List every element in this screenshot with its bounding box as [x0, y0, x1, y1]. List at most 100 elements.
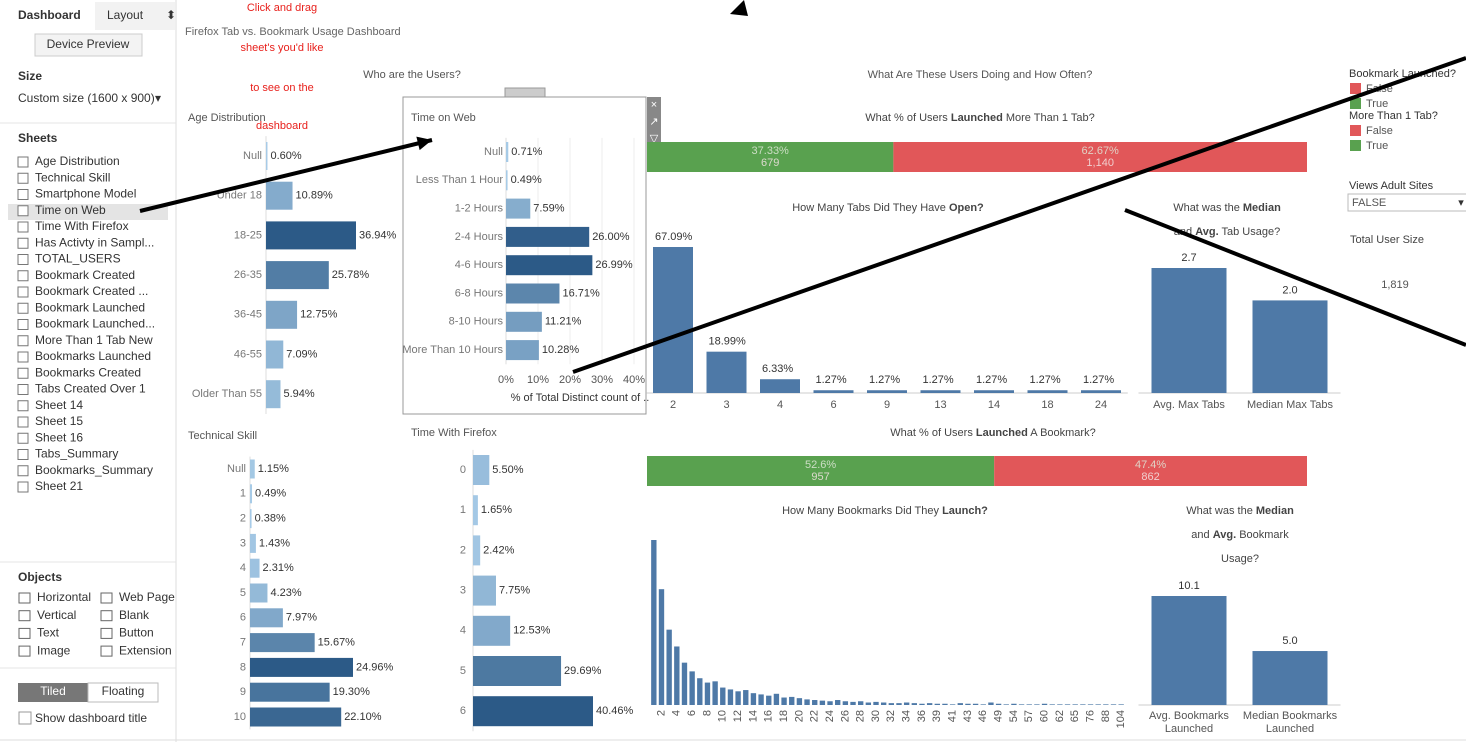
tab-arrows: ⬍: [166, 8, 176, 22]
object-item[interactable]: Blank: [119, 608, 150, 622]
sheet-item[interactable]: Bookmark Created: [35, 268, 135, 282]
sheet-item[interactable]: Bookmark Launched...: [35, 317, 155, 331]
panel-handle[interactable]: [504, 87, 546, 98]
category-label: 14: [988, 399, 1000, 411]
category-label: 2: [655, 710, 667, 716]
layout-tab[interactable]: Layout: [107, 8, 144, 22]
object-item[interactable]: Button: [119, 626, 154, 640]
object-icon: [18, 610, 31, 622]
sheet-item[interactable]: More Than 1 Tab New: [35, 333, 153, 347]
sheet-item[interactable]: Bookmarks_Summary: [35, 463, 153, 477]
value-label: 1.27%: [816, 374, 847, 386]
sheet-item[interactable]: Bookmark Launched: [35, 300, 145, 314]
checkbox[interactable]: [18, 711, 32, 725]
object-icon: [18, 645, 31, 657]
object-item[interactable]: Vertical: [37, 608, 76, 622]
filter-value[interactable]: FALSE: [1352, 197, 1386, 209]
sheet-item[interactable]: Tabs Created Over 1: [35, 382, 146, 396]
sheet-item[interactable]: Sheet 16: [35, 430, 83, 444]
bar: [250, 583, 268, 603]
dashboard-title: Firefox Tab vs. Bookmark Usage Dashboard: [185, 26, 401, 38]
object-item[interactable]: Web Page: [119, 590, 175, 604]
device-preview-button[interactable]: [34, 33, 143, 57]
category-label: 36: [916, 710, 928, 722]
bar: [506, 311, 542, 332]
size-value[interactable]: Custom size (1600 x 900): [18, 91, 155, 105]
value-label: 11.21%: [545, 316, 582, 328]
heading-run: and: [1191, 529, 1212, 541]
sheet-item[interactable]: Sheet 21: [35, 479, 83, 493]
object-item[interactable]: Image: [37, 643, 71, 657]
value-label: 26.00%: [592, 231, 630, 243]
category-label: 1: [240, 488, 246, 500]
dashboard-tab[interactable]: Dashboard: [18, 8, 81, 22]
category-label: 9: [884, 399, 890, 411]
bar: [920, 390, 961, 393]
x-tick-label: 30%: [591, 374, 613, 386]
sheet-item[interactable]: Sheet 14: [35, 398, 83, 412]
category-label: 76: [1084, 710, 1096, 722]
panel-popout-icon[interactable]: ↗: [649, 116, 658, 128]
bar: [758, 694, 764, 705]
bar: [835, 700, 841, 705]
object-item[interactable]: Extension: [119, 643, 172, 657]
value-label: 5.0: [1282, 635, 1297, 647]
category-label: 41: [947, 710, 959, 722]
floating-label[interactable]: Floating: [102, 684, 145, 698]
filter-dropdown[interactable]: [1347, 193, 1466, 212]
sheet-icon: [17, 367, 29, 379]
tiled-label[interactable]: Tiled: [40, 684, 66, 698]
sheet-item[interactable]: Age Distribution: [35, 154, 120, 168]
bar: [697, 678, 703, 705]
heading-run: Launch?: [942, 505, 988, 517]
object-item[interactable]: Text: [37, 626, 60, 640]
sheet-item[interactable]: Technical Skill: [35, 170, 110, 184]
chart-heading: What % of Users Launched A Bookmark?: [890, 427, 1095, 439]
layout-tab-bg[interactable]: [95, 2, 175, 30]
heading-run: A Bookmark?: [1028, 427, 1096, 439]
legend-title: More Than 1 Tab?: [1349, 110, 1438, 122]
sheet-item[interactable]: Tabs_Summary: [35, 447, 118, 461]
sheet-item[interactable]: Bookmarks Launched: [35, 349, 151, 363]
bar: [651, 540, 657, 705]
bar: [1103, 704, 1109, 705]
category-label: 6-8 Hours: [455, 287, 504, 299]
legend-swatch: [1350, 125, 1361, 136]
sheet-item[interactable]: Time With Firefox: [35, 219, 129, 233]
sheet-icon: [17, 237, 29, 249]
selected-sheet-bg: [8, 204, 168, 220]
category-label: 20: [793, 710, 805, 722]
bar: [858, 701, 864, 705]
category-label: Avg. Max Tabs: [1153, 399, 1225, 411]
bar: [250, 484, 253, 504]
bar: [250, 533, 256, 553]
sheet-item[interactable]: TOTAL_USERS: [35, 252, 121, 266]
heading-run: Median: [1243, 202, 1281, 214]
category-label: 8-10 Hours: [449, 316, 504, 328]
sheet-item[interactable]: Bookmarks Created: [35, 365, 141, 379]
bar: [888, 703, 895, 705]
sheet-item[interactable]: Sheet 15: [35, 414, 83, 428]
bar: [1026, 704, 1032, 705]
tiled-button[interactable]: [18, 683, 88, 702]
sheet-item[interactable]: Smartphone Model: [35, 187, 136, 201]
value-label: 10.1: [1178, 580, 1199, 592]
floating-button[interactable]: [87, 682, 159, 703]
value-label: 36.94%: [359, 229, 397, 241]
bar: [1064, 704, 1071, 705]
category-label: 36-45: [234, 309, 262, 321]
category-label: 57: [1023, 710, 1035, 722]
bar: [506, 283, 560, 304]
object-item[interactable]: Horizontal: [37, 590, 91, 604]
stacked-segment: [647, 456, 995, 486]
sheet-item[interactable]: Time on Web: [35, 203, 106, 217]
sheet-item[interactable]: Bookmark Created ...: [35, 284, 148, 298]
bar: [750, 693, 757, 705]
panel-filter-icon[interactable]: ▽: [650, 133, 659, 145]
annotation-text: to see on the: [250, 82, 314, 94]
value-label: 2.42%: [483, 544, 514, 556]
panel-close-icon[interactable]: ×: [651, 99, 657, 111]
sheet-icon: [17, 286, 29, 298]
sheet-item[interactable]: Has Activty in Sampl...: [35, 235, 154, 249]
